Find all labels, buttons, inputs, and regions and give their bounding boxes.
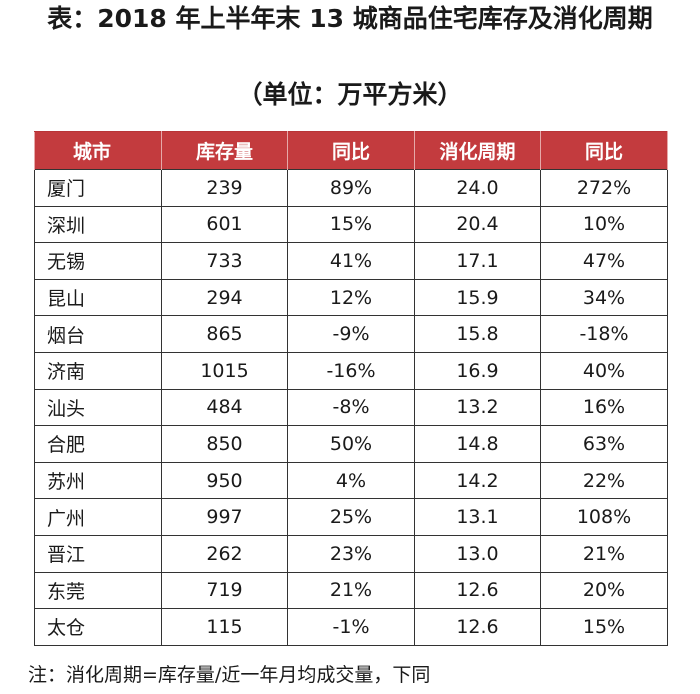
- cell-city: 无锡: [34, 242, 162, 280]
- cell-city: 深圳: [34, 205, 162, 244]
- cell-inventory-yoy: -1%: [287, 608, 415, 646]
- cell-inventory-yoy: 41%: [287, 242, 415, 280]
- cell-period-yoy: 63%: [540, 425, 668, 463]
- cell-period-yoy: 47%: [540, 242, 668, 280]
- header-absorption-period: 消化周期: [414, 131, 541, 170]
- cell-absorption-period: 12.6: [414, 571, 541, 610]
- footnote: 注：消化周期=库存量/近一年月均成交量，下同: [28, 664, 431, 686]
- table-row: 苏州 950 4% 14.2 22%: [34, 461, 668, 500]
- unit-subtitle: （单位：万平方米）: [237, 80, 463, 109]
- cell-city: 太仓: [34, 608, 162, 646]
- cell-absorption-period: 16.9: [414, 351, 541, 390]
- cell-period-yoy: 34%: [540, 278, 668, 317]
- header-inventory: 库存量: [161, 131, 288, 170]
- cell-absorption-period: 13.0: [414, 534, 541, 573]
- table-row: 深圳 601 15% 20.4 10%: [34, 205, 668, 244]
- cell-city: 烟台: [34, 315, 162, 353]
- cell-city: 广州: [34, 498, 162, 536]
- cell-absorption-period: 12.6: [414, 608, 541, 646]
- cell-city: 济南: [34, 351, 162, 390]
- cell-inventory: 950: [161, 461, 288, 500]
- table-row: 广州 997 25% 13.1 108%: [34, 498, 668, 536]
- cell-inventory-yoy: 15%: [287, 205, 415, 244]
- cell-city: 昆山: [34, 278, 162, 317]
- table-row: 济南 1015 -16% 16.9 40%: [34, 351, 668, 390]
- cell-absorption-period: 17.1: [414, 242, 541, 280]
- cell-period-yoy: 22%: [540, 461, 668, 500]
- inventory-table: 城市 库存量 同比 消化周期 同比 厦门 239 89% 24.0 272% 深圳 601 1…: [34, 131, 668, 646]
- cell-period-yoy: 272%: [540, 169, 668, 207]
- cell-inventory: 294: [161, 278, 288, 317]
- cell-period-yoy: 16%: [540, 388, 668, 427]
- cell-absorption-period: 20.4: [414, 205, 541, 244]
- cell-inventory-yoy: 25%: [287, 498, 415, 536]
- cell-inventory: 719: [161, 571, 288, 610]
- cell-inventory-yoy: 23%: [287, 534, 415, 573]
- table-body: 厦门 239 89% 24.0 272% 深圳 601 15% 20.4 10% 无锡 733 41% 1…: [34, 169, 668, 646]
- cell-absorption-period: 14.8: [414, 425, 541, 463]
- cell-city: 苏州: [34, 461, 162, 500]
- cell-inventory-yoy: -8%: [287, 388, 415, 427]
- cell-inventory-yoy: 4%: [287, 461, 415, 500]
- header-inventory-yoy: 同比: [287, 131, 415, 170]
- cell-absorption-period: 13.1: [414, 498, 541, 536]
- header-period-yoy: 同比: [540, 131, 668, 170]
- cell-period-yoy: 40%: [540, 351, 668, 390]
- table-row: 东莞 719 21% 12.6 20%: [34, 571, 668, 610]
- cell-inventory: 262: [161, 534, 288, 573]
- cell-inventory: 484: [161, 388, 288, 427]
- cell-absorption-period: 24.0: [414, 169, 541, 207]
- table-row: 汕头 484 -8% 13.2 16%: [34, 388, 668, 427]
- cell-inventory: 239: [161, 169, 288, 207]
- table-row: 厦门 239 89% 24.0 272%: [34, 169, 668, 207]
- cell-period-yoy: 15%: [540, 608, 668, 646]
- table-header-row: 城市 库存量 同比 消化周期 同比: [34, 131, 668, 170]
- cell-period-yoy: -18%: [540, 315, 668, 353]
- table-row: 合肥 850 50% 14.8 63%: [34, 425, 668, 463]
- cell-inventory: 733: [161, 242, 288, 280]
- table-row: 太仓 115 -1% 12.6 15%: [34, 608, 668, 646]
- page-title: 表：2018 年上半年末 13 城商品住宅库存及消化周期: [47, 4, 653, 33]
- cell-city: 汕头: [34, 388, 162, 427]
- cell-inventory-yoy: -9%: [287, 315, 415, 353]
- cell-inventory: 1015: [161, 351, 288, 390]
- cell-city: 厦门: [34, 169, 162, 207]
- cell-period-yoy: 10%: [540, 205, 668, 244]
- table-row: 烟台 865 -9% 15.8 -18%: [34, 315, 668, 353]
- table-row: 晋江 262 23% 13.0 21%: [34, 534, 668, 573]
- cell-absorption-period: 15.9: [414, 278, 541, 317]
- cell-city: 东莞: [34, 571, 162, 610]
- cell-period-yoy: 21%: [540, 534, 668, 573]
- cell-inventory: 865: [161, 315, 288, 353]
- cell-inventory-yoy: 12%: [287, 278, 415, 317]
- cell-absorption-period: 15.8: [414, 315, 541, 353]
- cell-inventory-yoy: -16%: [287, 351, 415, 390]
- cell-period-yoy: 20%: [540, 571, 668, 610]
- header-city: 城市: [34, 131, 162, 170]
- cell-period-yoy: 108%: [540, 498, 668, 536]
- cell-inventory: 115: [161, 608, 288, 646]
- cell-absorption-period: 14.2: [414, 461, 541, 500]
- cell-inventory: 601: [161, 205, 288, 244]
- cell-absorption-period: 13.2: [414, 388, 541, 427]
- cell-inventory-yoy: 89%: [287, 169, 415, 207]
- table-row: 昆山 294 12% 15.9 34%: [34, 278, 668, 317]
- cell-inventory: 997: [161, 498, 288, 536]
- cell-inventory: 850: [161, 425, 288, 463]
- table-row: 无锡 733 41% 17.1 47%: [34, 242, 668, 280]
- cell-inventory-yoy: 21%: [287, 571, 415, 610]
- cell-city: 合肥: [34, 425, 162, 463]
- cell-city: 晋江: [34, 534, 162, 573]
- cell-inventory-yoy: 50%: [287, 425, 415, 463]
